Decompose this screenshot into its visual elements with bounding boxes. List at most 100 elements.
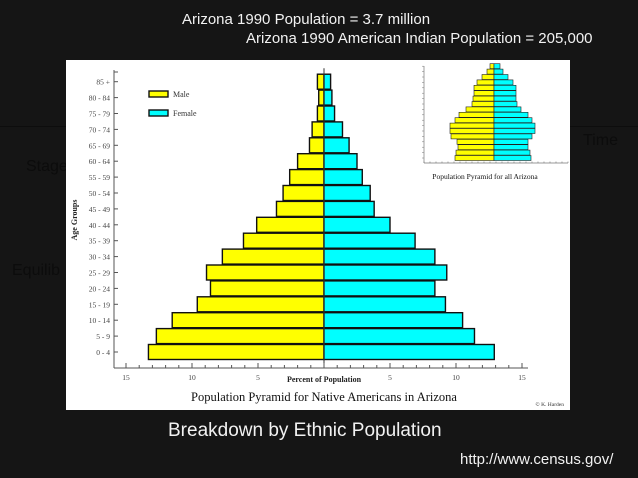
inset-male-bar	[472, 95, 495, 102]
inset-female-bar	[493, 95, 517, 102]
x-tick-label: 15	[122, 373, 130, 382]
female-bar	[323, 89, 333, 106]
y-tick-label: 60 - 64	[89, 157, 110, 166]
inset-female-bar	[493, 117, 533, 124]
inset-male-bar	[455, 149, 495, 156]
inset-male-bar	[457, 144, 495, 150]
y-tick-label: 45 - 49	[89, 205, 110, 214]
inset-male-bar	[489, 63, 495, 69]
female-bar	[323, 121, 344, 138]
inset-female-bar	[493, 122, 536, 129]
male-bar	[155, 327, 325, 345]
male-bar	[221, 248, 325, 265]
inset-male-bar	[449, 122, 495, 129]
y-tick-label: 65 - 69	[89, 141, 110, 150]
y-tick-label: 50 - 54	[89, 189, 110, 198]
male-bar	[311, 121, 325, 138]
female-bar	[323, 152, 358, 170]
background-text-time: Time	[583, 132, 618, 149]
inset-female-bar	[493, 79, 514, 86]
inset-male-bar	[465, 106, 495, 113]
background-line	[0, 126, 66, 127]
population-pyramid-figure: 0 - 4 5 - 9 10 - 14 15 - 19 20 - 24 25 - 29 30…	[66, 60, 570, 410]
male-bar	[196, 296, 325, 313]
female-bar	[323, 73, 332, 90]
y-tick-label: 15 - 19	[89, 300, 110, 309]
female-bar	[323, 296, 447, 313]
inset-female-bar	[493, 139, 529, 145]
female-bar	[323, 105, 336, 122]
inset-female-bar	[493, 101, 518, 107]
source-link[interactable]: http://www.census.gov/	[460, 451, 614, 468]
background-text-stage: Stage	[26, 158, 68, 175]
inset-male-bar	[473, 90, 495, 97]
inset-male-bar	[458, 111, 495, 118]
slide-caption: Breakdown by Ethnic Population	[168, 420, 442, 441]
x-axis-title: Percent of Population	[287, 375, 362, 384]
inset-male-bar	[473, 84, 495, 91]
inset-male-bar	[456, 139, 495, 145]
slide-title-american-indian-population: Arizona 1990 American Indian Population …	[246, 30, 593, 47]
male-bar	[255, 216, 325, 234]
x-tick-label: 10	[452, 373, 460, 382]
female-bar	[323, 216, 391, 234]
male-bar	[282, 184, 325, 202]
female-bar	[323, 200, 375, 218]
background-line	[570, 126, 638, 127]
y-tick-label: 5 - 9	[96, 332, 110, 341]
y-tick-label: 85 +	[96, 78, 110, 87]
slide-title-total-population: Arizona 1990 Population = 3.7 million	[182, 11, 431, 28]
female-bar	[323, 248, 436, 265]
female-bar	[323, 184, 371, 202]
male-bar	[316, 105, 325, 122]
female-bar	[323, 264, 448, 281]
chart-credit: © K. Harden	[536, 401, 565, 408]
inset-male-bar	[454, 155, 495, 161]
inset-female-bar	[493, 90, 517, 97]
male-bar	[288, 168, 325, 186]
y-axis-title: Age Groups	[70, 200, 79, 241]
inset-female-bar	[493, 68, 504, 75]
y-tick-label: 80 - 84	[89, 94, 110, 103]
y-tick-label: 0 - 4	[96, 348, 110, 357]
y-tick-label: 25 - 29	[89, 269, 110, 278]
inset-female-bar	[493, 74, 509, 80]
inset-female-bar	[493, 155, 532, 161]
inset-female-bar	[493, 128, 536, 134]
female-bar	[323, 311, 464, 329]
male-bar	[318, 89, 325, 106]
inset-male-bar	[454, 117, 495, 124]
chart-title: Population Pyramid for Native Americans …	[191, 390, 457, 404]
x-tick-label: 15	[518, 373, 526, 382]
inset-male-bar	[449, 128, 495, 134]
y-tick-label: 75 - 79	[89, 110, 110, 119]
legend-female-label: Female	[173, 109, 197, 118]
y-tick-label: 10 - 14	[89, 316, 110, 325]
y-tick-label: 55 - 59	[89, 173, 110, 182]
female-bar	[323, 168, 363, 186]
male-bar	[147, 343, 325, 361]
male-bar	[308, 137, 325, 154]
inset-male-bar	[476, 79, 495, 86]
inset-male-bar	[481, 74, 495, 80]
inset-female-bar	[493, 133, 533, 140]
male-bar	[242, 232, 325, 249]
inset-female-bar	[493, 63, 501, 69]
male-bar	[316, 73, 325, 90]
x-tick-label: 5	[256, 373, 260, 382]
male-bar	[275, 200, 325, 218]
inset-female-bar	[493, 149, 531, 156]
y-tick-label: 30 - 34	[89, 253, 110, 262]
female-bar	[323, 137, 350, 154]
x-tick-label: 10	[188, 373, 196, 382]
inset-male-bar	[486, 68, 495, 75]
inset-female-bar	[493, 84, 517, 91]
legend-male-swatch	[148, 90, 169, 98]
female-bar	[323, 232, 416, 249]
male-bar	[171, 311, 325, 329]
legend-male-label: Male	[173, 90, 190, 99]
inset-female-bar	[493, 106, 522, 113]
inset-female-bar	[493, 144, 529, 150]
female-bar	[323, 343, 495, 361]
background-text-equilibrium: Equilib	[12, 262, 61, 279]
